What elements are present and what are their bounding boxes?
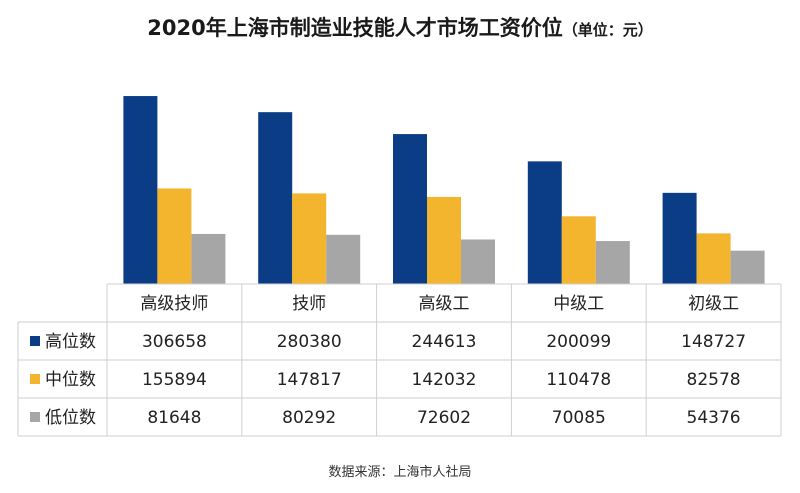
bar-3-5 [730, 250, 765, 284]
data-value-1-4: 200099 [546, 332, 611, 352]
bar-3-4 [595, 241, 630, 284]
legend-key-1 [30, 336, 40, 346]
series-name-3: 低位数 [45, 408, 96, 428]
bar-1-2 [258, 112, 293, 284]
series-name-2: 中位数 [45, 370, 96, 390]
bar-1-4 [527, 161, 562, 284]
data-value-2-3: 142032 [412, 370, 477, 390]
data-value-2-1: 155894 [142, 370, 207, 390]
bar-3-1 [191, 233, 226, 284]
legend-key-3 [30, 412, 40, 422]
data-source-note: 数据来源：上海市人社局 [328, 465, 472, 480]
data-value-3-3: 72602 [417, 408, 471, 428]
bar-1-1 [123, 96, 158, 284]
data-value-3-5: 54376 [687, 408, 741, 428]
series-name-1: 高位数 [45, 332, 96, 352]
bar-3-3 [461, 239, 495, 284]
data-value-3-4: 70085 [552, 408, 606, 428]
bar-2-2 [292, 193, 327, 284]
legend-key-2 [30, 374, 40, 384]
data-value-1-3: 244613 [412, 332, 477, 352]
data-value-2-5: 82578 [687, 370, 741, 390]
category-label-1: 高级技师 [140, 294, 208, 314]
data-value-1-1: 306658 [142, 332, 207, 352]
category-label-2: 技师 [292, 294, 326, 314]
data-value-2-4: 110478 [546, 370, 611, 390]
bar-2-4 [561, 216, 596, 284]
bar-2-3 [427, 196, 461, 284]
chart-title: 2020年上海市制造业技能人才市场工资价位（单位：元） [0, 12, 800, 42]
chart-title-unit: （单位：元） [562, 21, 653, 39]
data-value-3-2: 80292 [282, 408, 336, 428]
data-value-1-2: 280380 [277, 332, 342, 352]
bar-2-1 [157, 188, 192, 284]
bar-2-5 [696, 233, 731, 284]
chart-title-main: 2020年上海市制造业技能人才市场工资价位 [147, 16, 563, 40]
data-value-2-2: 147817 [277, 370, 342, 390]
data-value-1-5: 148727 [681, 332, 746, 352]
data-value-3-1: 81648 [147, 408, 201, 428]
bar-1-3 [393, 134, 427, 284]
category-label-5: 初级工 [688, 294, 739, 314]
bar-3-2 [326, 234, 361, 284]
bar-1-5 [662, 192, 697, 284]
category-label-4: 中级工 [553, 294, 604, 314]
category-label-3: 高级工 [419, 294, 470, 314]
